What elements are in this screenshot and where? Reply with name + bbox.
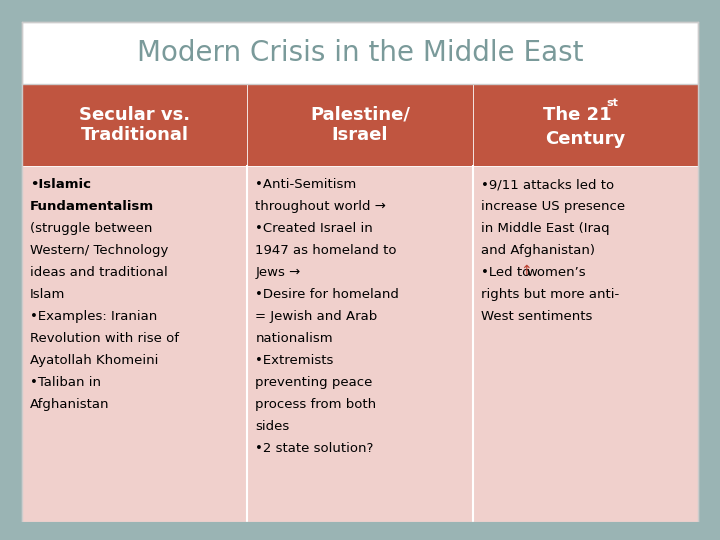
Text: Islam: Islam bbox=[30, 288, 66, 301]
Text: •2 state solution?: •2 state solution? bbox=[256, 442, 374, 455]
Text: Revolution with rise of: Revolution with rise of bbox=[30, 332, 179, 345]
Bar bbox=[248, 84, 472, 166]
Text: ↑: ↑ bbox=[520, 264, 532, 278]
Text: = Jewish and Arab: = Jewish and Arab bbox=[256, 310, 377, 323]
Text: process from both: process from both bbox=[256, 398, 377, 411]
Text: women’s: women’s bbox=[526, 266, 586, 279]
Text: •Examples: Iranian: •Examples: Iranian bbox=[30, 310, 157, 323]
Text: 1947 as homeland to: 1947 as homeland to bbox=[256, 244, 397, 257]
Bar bbox=[22, 166, 248, 522]
Text: throughout world →: throughout world → bbox=[256, 200, 386, 213]
Polygon shape bbox=[22, 22, 698, 522]
Text: Western/ Technology: Western/ Technology bbox=[30, 244, 168, 257]
Text: •Taliban in: •Taliban in bbox=[30, 376, 101, 389]
Text: sides: sides bbox=[256, 420, 289, 433]
Text: nationalism: nationalism bbox=[256, 332, 333, 345]
Text: •Anti-Semitism: •Anti-Semitism bbox=[256, 178, 356, 191]
Bar bbox=[248, 166, 472, 522]
Text: Century: Century bbox=[545, 130, 626, 148]
Text: preventing peace: preventing peace bbox=[256, 376, 373, 389]
Text: Secular vs.
Traditional: Secular vs. Traditional bbox=[79, 106, 190, 144]
Text: The 21: The 21 bbox=[543, 106, 612, 124]
Bar bbox=[472, 166, 698, 522]
Bar bbox=[22, 84, 248, 166]
Text: in Middle East (Iraq: in Middle East (Iraq bbox=[481, 222, 609, 235]
Text: ideas and traditional: ideas and traditional bbox=[30, 266, 168, 279]
Text: and Afghanistan): and Afghanistan) bbox=[481, 244, 595, 257]
Bar bbox=[0, 522, 720, 540]
Text: rights but more anti-: rights but more anti- bbox=[481, 288, 619, 301]
Text: (struggle between: (struggle between bbox=[30, 222, 153, 235]
Text: •Created Israel in: •Created Israel in bbox=[256, 222, 373, 235]
Text: Ayatollah Khomeini: Ayatollah Khomeini bbox=[30, 354, 158, 367]
Text: Palestine/
Israel: Palestine/ Israel bbox=[310, 106, 410, 144]
Text: Fundamentalism: Fundamentalism bbox=[30, 200, 154, 213]
Text: Modern Crisis in the Middle East: Modern Crisis in the Middle East bbox=[137, 39, 583, 67]
Text: st: st bbox=[606, 98, 618, 108]
Text: •9/11 attacks led to: •9/11 attacks led to bbox=[481, 178, 613, 191]
Text: Afghanistan: Afghanistan bbox=[30, 398, 109, 411]
Text: •Islamic: •Islamic bbox=[30, 178, 91, 191]
Text: •Led to: •Led to bbox=[481, 266, 534, 279]
Bar bbox=[472, 84, 698, 166]
Text: •Extremists: •Extremists bbox=[256, 354, 333, 367]
Text: Jews →: Jews → bbox=[256, 266, 300, 279]
Text: increase US presence: increase US presence bbox=[481, 200, 625, 213]
Text: West sentiments: West sentiments bbox=[481, 310, 592, 323]
Text: •Desire for homeland: •Desire for homeland bbox=[256, 288, 399, 301]
